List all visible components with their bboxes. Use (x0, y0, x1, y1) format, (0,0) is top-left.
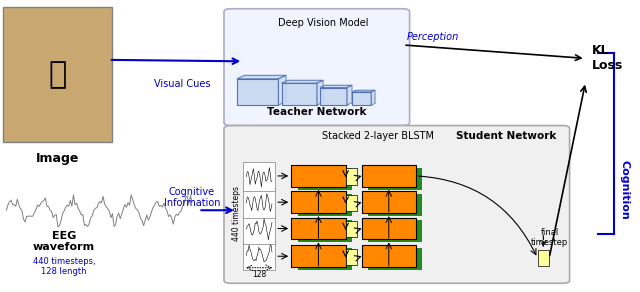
FancyBboxPatch shape (298, 194, 352, 216)
FancyBboxPatch shape (336, 237, 352, 242)
FancyBboxPatch shape (243, 188, 275, 218)
FancyBboxPatch shape (3, 7, 112, 142)
FancyBboxPatch shape (224, 9, 410, 126)
Text: final
timestep: final timestep (531, 228, 568, 247)
FancyBboxPatch shape (362, 245, 416, 267)
Text: Visual Cues: Visual Cues (154, 79, 211, 89)
Polygon shape (237, 79, 278, 105)
FancyBboxPatch shape (336, 184, 352, 190)
FancyBboxPatch shape (291, 165, 346, 187)
Text: 440 timesteps,
128 length: 440 timesteps, 128 length (33, 257, 95, 276)
FancyBboxPatch shape (406, 264, 422, 270)
Polygon shape (317, 80, 323, 105)
FancyBboxPatch shape (298, 220, 352, 242)
FancyBboxPatch shape (346, 249, 357, 265)
FancyBboxPatch shape (346, 168, 357, 185)
Text: EEG
waveform: EEG waveform (33, 231, 95, 252)
FancyBboxPatch shape (346, 221, 357, 237)
Polygon shape (237, 75, 286, 79)
FancyBboxPatch shape (368, 220, 422, 242)
Polygon shape (352, 92, 371, 105)
FancyBboxPatch shape (298, 168, 352, 190)
Polygon shape (282, 83, 317, 105)
FancyBboxPatch shape (368, 194, 422, 216)
FancyBboxPatch shape (243, 162, 275, 191)
FancyBboxPatch shape (368, 248, 422, 270)
FancyBboxPatch shape (298, 248, 352, 270)
Text: 🐕: 🐕 (49, 60, 67, 89)
Text: 440 timesteps: 440 timesteps (232, 186, 241, 241)
Text: Perception: Perception (406, 32, 459, 42)
FancyBboxPatch shape (538, 250, 549, 266)
FancyBboxPatch shape (362, 165, 416, 187)
Polygon shape (371, 90, 375, 105)
FancyBboxPatch shape (291, 245, 346, 267)
Text: Cognition: Cognition (619, 160, 629, 220)
FancyBboxPatch shape (346, 195, 357, 211)
FancyBboxPatch shape (406, 184, 422, 190)
FancyBboxPatch shape (362, 191, 416, 213)
Text: Deep Vision Model: Deep Vision Model (278, 18, 369, 27)
Polygon shape (320, 88, 347, 105)
Text: Cognitive
Information: Cognitive Information (164, 187, 220, 208)
FancyBboxPatch shape (224, 126, 570, 283)
Text: Student Network: Student Network (456, 131, 557, 141)
Text: 128: 128 (252, 270, 266, 279)
Polygon shape (352, 90, 375, 92)
FancyBboxPatch shape (362, 218, 416, 239)
Text: Image: Image (36, 152, 79, 165)
FancyBboxPatch shape (336, 264, 352, 270)
FancyBboxPatch shape (243, 215, 275, 244)
Polygon shape (282, 80, 323, 83)
FancyBboxPatch shape (336, 210, 352, 216)
Polygon shape (320, 85, 352, 88)
Polygon shape (347, 85, 352, 105)
FancyBboxPatch shape (406, 237, 422, 242)
Text: KL
Loss: KL Loss (592, 44, 623, 72)
Text: Teacher Network: Teacher Network (267, 107, 367, 117)
Polygon shape (278, 75, 286, 105)
FancyBboxPatch shape (406, 210, 422, 216)
FancyBboxPatch shape (368, 168, 422, 190)
FancyBboxPatch shape (291, 218, 346, 239)
FancyBboxPatch shape (291, 191, 346, 213)
Text: Stacked 2-layer BLSTM: Stacked 2-layer BLSTM (321, 131, 434, 141)
FancyBboxPatch shape (243, 241, 275, 270)
